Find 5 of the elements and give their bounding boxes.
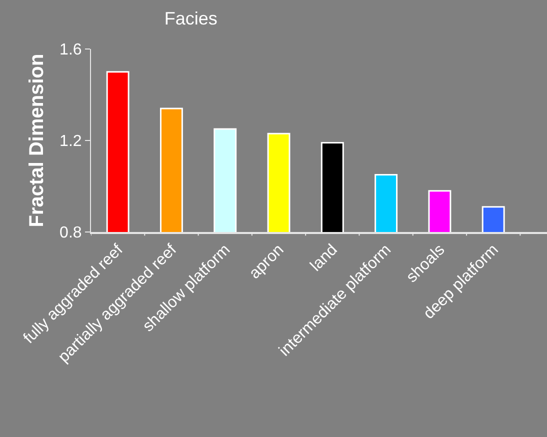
y-tick-label: 0.8 [60, 224, 82, 242]
y-tick-label: 1.2 [60, 133, 82, 150]
y-tick-label: 1.6 [60, 42, 82, 59]
chart-title: Facies [164, 8, 218, 29]
y-axis-title: Fractal Dimension [26, 54, 48, 228]
